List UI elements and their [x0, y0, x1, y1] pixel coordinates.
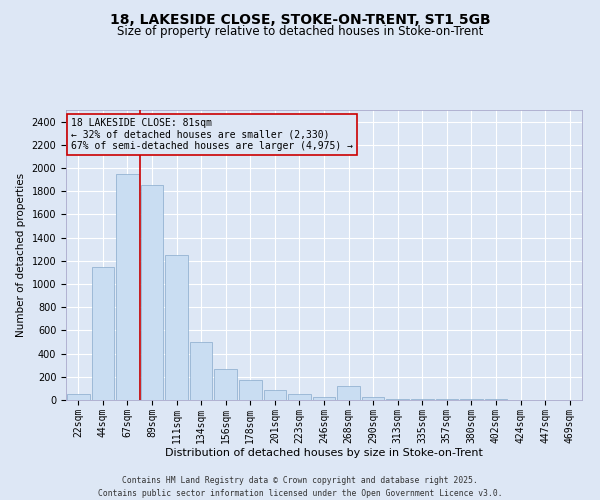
Bar	[362, 396, 385, 400]
Bar	[92, 266, 114, 400]
Bar	[67, 394, 89, 400]
Bar	[116, 174, 139, 400]
Bar	[337, 386, 360, 400]
Bar	[140, 186, 163, 400]
Bar	[263, 390, 286, 400]
Bar	[190, 342, 212, 400]
Bar	[214, 368, 237, 400]
Text: Contains HM Land Registry data © Crown copyright and database right 2025.
Contai: Contains HM Land Registry data © Crown c…	[98, 476, 502, 498]
Text: 18, LAKESIDE CLOSE, STOKE-ON-TRENT, ST1 5GB: 18, LAKESIDE CLOSE, STOKE-ON-TRENT, ST1 …	[110, 12, 490, 26]
Bar	[165, 255, 188, 400]
Bar	[239, 380, 262, 400]
Y-axis label: Number of detached properties: Number of detached properties	[16, 173, 26, 337]
Bar	[313, 397, 335, 400]
Bar	[288, 394, 311, 400]
X-axis label: Distribution of detached houses by size in Stoke-on-Trent: Distribution of detached houses by size …	[165, 448, 483, 458]
Bar	[386, 399, 409, 400]
Text: Size of property relative to detached houses in Stoke-on-Trent: Size of property relative to detached ho…	[117, 25, 483, 38]
Text: 18 LAKESIDE CLOSE: 81sqm
← 32% of detached houses are smaller (2,330)
67% of sem: 18 LAKESIDE CLOSE: 81sqm ← 32% of detach…	[71, 118, 353, 152]
